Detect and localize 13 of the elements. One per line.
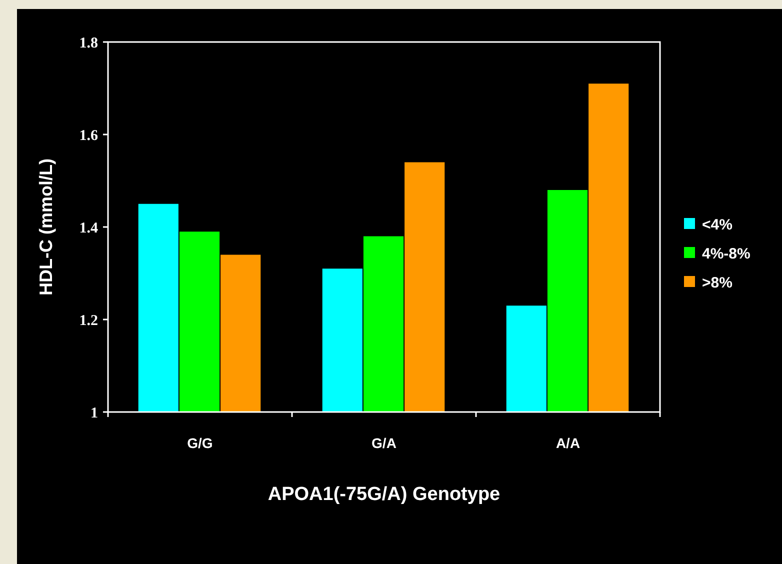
x-tick-label: G/A <box>372 435 396 451</box>
legend-label: 4%-8% <box>702 245 750 262</box>
y-tick-label: 1.6 <box>79 128 98 144</box>
x-axis-title: APOA1(-75G/A) Genotype <box>268 484 500 505</box>
y-tick-label: 1 <box>90 405 98 422</box>
y-tick-label: 1.4 <box>79 220 98 236</box>
legend-label: <4% <box>702 216 732 234</box>
y-tick-label: 1.2 <box>79 312 98 329</box>
y-axis-title: HDL-C (mmol/L) <box>36 158 56 296</box>
legend-label: >8% <box>702 274 732 292</box>
x-tick-label: G/G <box>187 435 213 451</box>
y-tick-label: 1.8 <box>79 35 98 52</box>
x-tick-label: A/A <box>556 435 580 451</box>
